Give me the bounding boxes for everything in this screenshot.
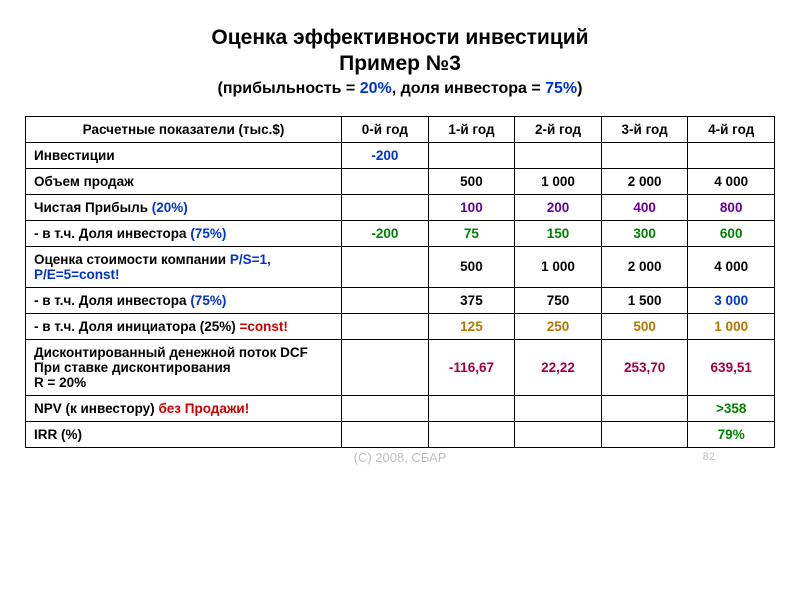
row-npv: NPV (к инвестору) без Продажи! >358 [26, 395, 775, 421]
title-line2: Пример №3 [339, 52, 461, 75]
row-initiator-share: - в т.ч. Доля инициатора (25%) =const! 1… [26, 313, 775, 339]
row-investor-share-val: - в т.ч. Доля инвестора (75%) 375 750 1 … [26, 287, 775, 313]
col-y1: 1-й год [428, 116, 515, 142]
col-y0: 0-й год [342, 116, 429, 142]
page-title: Оценка эффективности инвестиций Пример №… [25, 25, 775, 78]
col-y2: 2-й год [515, 116, 602, 142]
row-investment: Инвестиции -200 [26, 142, 775, 168]
header-row: Расчетные показатели (тыс.$) 0-й год 1-й… [26, 116, 775, 142]
row-irr: IRR (%) 79% [26, 421, 775, 447]
data-table: Расчетные показатели (тыс.$) 0-й год 1-й… [25, 116, 775, 448]
row-valuation: Оценка стоимости компании P/S=1, P/E=5=c… [26, 246, 775, 287]
row-investor-share-profit: - в т.ч. Доля инвестора (75%) -200 75 15… [26, 220, 775, 246]
row-dcf: Дисконтированный денежной поток DCF При … [26, 339, 775, 395]
row-sales: Объем продаж 500 1 000 2 000 4 000 [26, 168, 775, 194]
col-indicators: Расчетные показатели (тыс.$) [26, 116, 342, 142]
col-y4: 4-й год [688, 116, 775, 142]
subtitle: (прибыльность = 20%, доля инвестора = 75… [25, 80, 775, 98]
title-line1: Оценка эффективности инвестиций [211, 26, 588, 49]
row-profit: Чистая Прибыль (20%) 100 200 400 800 [26, 194, 775, 220]
col-y3: 3-й год [601, 116, 688, 142]
